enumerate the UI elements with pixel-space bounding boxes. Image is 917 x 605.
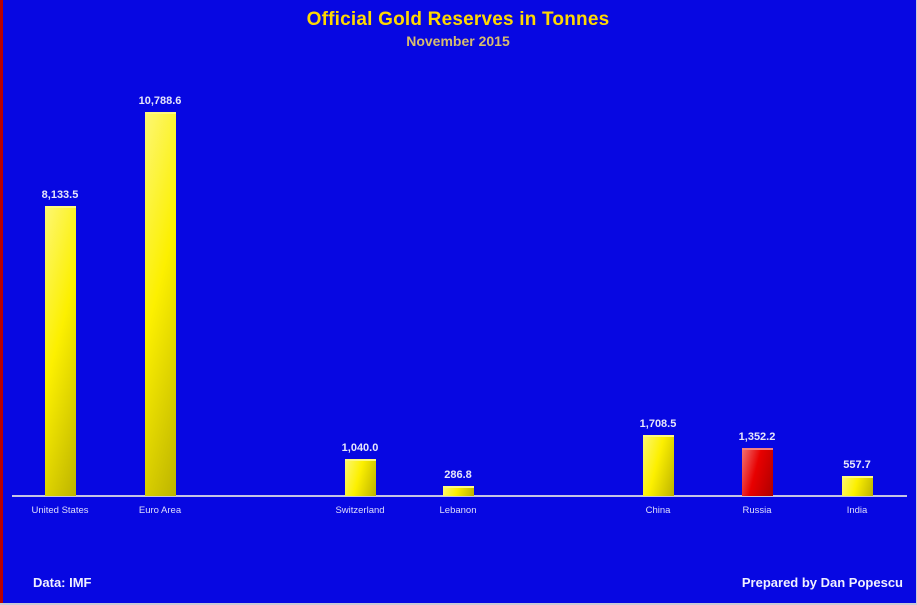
value-label-euro-area: 10,788.6 [138, 95, 182, 107]
bar-euro-area [145, 112, 176, 496]
category-label-euro-area: Euro Area [138, 505, 182, 516]
bar-lebanon [443, 486, 474, 496]
chart-subtitle: November 2015 [406, 33, 510, 49]
category-label-switzerland: Switzerland [335, 505, 385, 516]
value-label-united-states: 8,133.5 [41, 189, 79, 201]
bar-united-states [45, 206, 76, 496]
value-label-lebanon: 286.8 [444, 469, 472, 481]
category-label-russia: Russia [742, 505, 772, 516]
value-label-russia: 1,352.2 [738, 431, 776, 443]
bar-switzerland [345, 459, 376, 496]
category-label-china: China [645, 505, 671, 516]
category-label-lebanon: Lebanon [439, 505, 477, 516]
category-label-united-states: United States [31, 505, 89, 516]
x-axis-baseline [12, 495, 907, 497]
credit-label: Prepared by Dan Popescu [741, 575, 903, 590]
bar-china [643, 435, 674, 496]
value-label-switzerland: 1,040.0 [341, 442, 379, 454]
chart-title: Official Gold Reserves in Tonnes [306, 9, 610, 30]
category-label-india: India [846, 505, 868, 516]
value-label-india: 557.7 [843, 459, 871, 471]
bar-india [842, 476, 873, 496]
left-edge-red-line [0, 0, 3, 603]
value-label-china: 1,708.5 [639, 418, 677, 430]
data-source-label: Data: IMF [33, 575, 92, 590]
bar-russia [742, 448, 773, 496]
